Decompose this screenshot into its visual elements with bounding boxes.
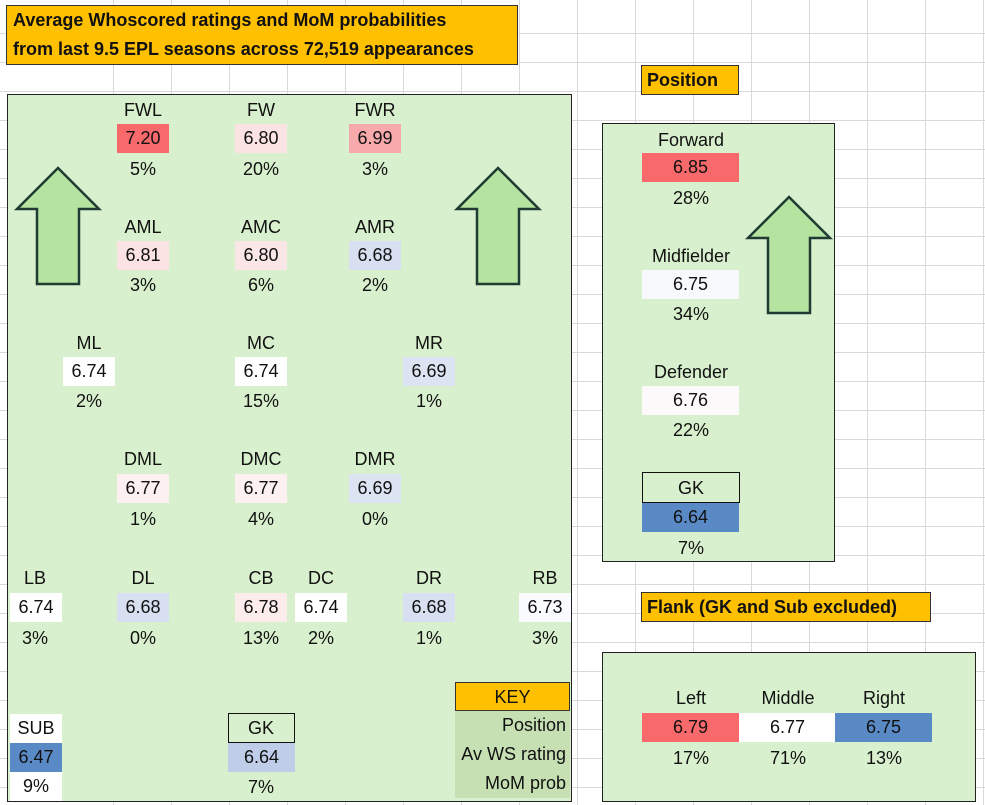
position-label: AML (124, 217, 162, 237)
rating-cell: 6.74 (10, 593, 62, 622)
mom-probability: 3% (21, 628, 48, 648)
position-label: MR (415, 333, 443, 353)
rating-cell: 6.69 (349, 474, 401, 503)
group-mom-probability: 34% (672, 304, 710, 324)
gk-frame (228, 713, 295, 743)
mom-probability: 2% (75, 391, 102, 411)
mom-probability: 5% (129, 159, 156, 179)
rating-cell: 6.74 (235, 357, 287, 386)
mom-probability: 15% (242, 391, 280, 411)
rating-cell: 6.78 (235, 593, 287, 622)
rating-cell: 6.81 (117, 241, 169, 270)
position-label: LB (23, 568, 47, 588)
position-header: Position (641, 65, 739, 95)
position-label: DMR (354, 449, 396, 469)
position-label: FW (247, 100, 275, 120)
position-label: FWR (354, 100, 396, 120)
rating-cell: 6.80 (235, 124, 287, 153)
rating-cell: 7.20 (117, 124, 169, 153)
mom-probability: 13% (242, 628, 280, 648)
rating-cell: 6.69 (403, 357, 455, 386)
position-label: DML (123, 449, 162, 469)
title-line-1: Average Whoscored ratings and MoM probab… (13, 10, 447, 30)
position-label: SUB (10, 714, 62, 743)
mom-probability: 2% (307, 628, 334, 648)
rating-cell: 6.77 (235, 474, 287, 503)
up-arrow-icon (13, 166, 103, 286)
position-label: AMC (241, 217, 281, 237)
group-mom-probability: 7% (677, 538, 704, 558)
mom-probability: 7% (247, 777, 274, 797)
flank-label: Middle (761, 688, 815, 708)
key-rating: Av WS rating (455, 740, 570, 769)
group-rating-cell: 6.75 (642, 270, 739, 299)
key-position: Position (455, 711, 570, 740)
flank-mom-probability: 71% (769, 748, 807, 768)
position-label: GK (247, 718, 274, 738)
rating-cell: 6.77 (117, 474, 169, 503)
rating-cell: 6.68 (349, 241, 401, 270)
up-arrow-icon (453, 166, 543, 286)
mom-probability: 1% (415, 391, 442, 411)
rating-cell: 6.47 (10, 743, 62, 772)
flank-mom-probability: 13% (865, 748, 903, 768)
flank-header: Flank (GK and Sub excluded) (641, 592, 931, 622)
group-rating-cell: 6.64 (642, 503, 739, 532)
mom-probability: 3% (129, 275, 156, 295)
position-panel (602, 123, 835, 562)
mom-probability: 3% (361, 159, 388, 179)
mom-probability: 3% (531, 628, 558, 648)
position-label: DR (416, 568, 442, 588)
mom-probability: 1% (415, 628, 442, 648)
rating-cell: 6.73 (519, 593, 571, 622)
flank-rating-cell: 6.77 (739, 713, 836, 742)
group-rating-cell: 6.76 (642, 386, 739, 415)
rating-cell: 6.74 (63, 357, 115, 386)
flank-label: Right (862, 688, 906, 708)
rating-cell: 6.80 (235, 241, 287, 270)
rating-cell: 6.99 (349, 124, 401, 153)
mom-probability: 2% (361, 275, 388, 295)
position-label: DC (308, 568, 334, 588)
position-group-label: Forward (657, 130, 724, 150)
mom-probability: 20% (242, 159, 280, 179)
mom-probability: 1% (129, 509, 156, 529)
mom-probability: 4% (247, 509, 274, 529)
key-mom-prob: MoM prob (455, 769, 570, 798)
up-arrow-icon (744, 195, 834, 315)
rating-cell: 6.68 (403, 593, 455, 622)
rating-cell: 6.68 (117, 593, 169, 622)
position-label: RB (532, 568, 558, 588)
flank-label: Left (675, 688, 707, 708)
mom-probability: 9% (10, 772, 62, 801)
key-header: KEY (455, 682, 570, 711)
position-label: FWL (124, 100, 162, 120)
rating-cell: 6.74 (295, 593, 347, 622)
flank-rating-cell: 6.79 (642, 713, 739, 742)
group-rating-cell: 6.85 (642, 153, 739, 182)
position-group-label: Midfielder (651, 246, 731, 266)
position-group-label: GK (677, 478, 704, 498)
position-label: CB (248, 568, 274, 588)
position-label: DMC (240, 449, 282, 469)
flank-rating-cell: 6.75 (835, 713, 932, 742)
position-group-label: Defender (653, 362, 729, 382)
mom-probability: 0% (361, 509, 388, 529)
position-label: AMR (355, 217, 395, 237)
group-mom-probability: 22% (672, 420, 710, 440)
mom-probability: 0% (129, 628, 156, 648)
position-label: ML (76, 333, 102, 353)
position-label: DL (131, 568, 155, 588)
chart-title-box: Average Whoscored ratings and MoM probab… (6, 5, 518, 65)
flank-mom-probability: 17% (672, 748, 710, 768)
position-label: MC (247, 333, 275, 353)
mom-probability: 6% (247, 275, 274, 295)
title-line-2: from last 9.5 EPL seasons across 72,519 … (13, 39, 474, 59)
rating-cell: 6.64 (228, 743, 295, 772)
group-mom-probability: 28% (672, 188, 710, 208)
gk-frame (642, 472, 740, 503)
key-legend: KEY Position Av WS rating MoM prob (455, 682, 570, 798)
